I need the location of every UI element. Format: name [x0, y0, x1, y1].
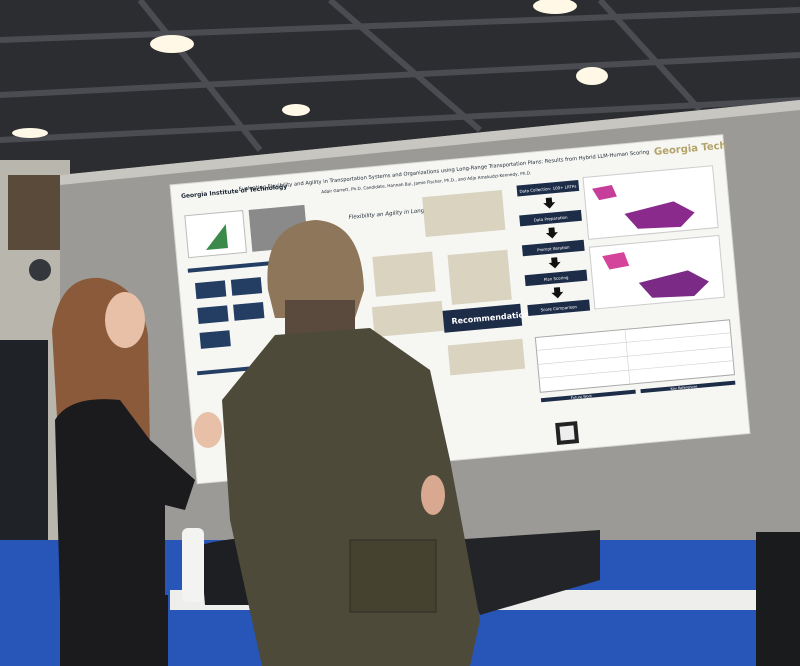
man-hand: [421, 475, 445, 515]
map: [638, 270, 709, 298]
method-box: [521, 239, 585, 257]
method-box: [519, 209, 582, 227]
method-label: Prompt Iteration: [537, 245, 570, 253]
woman-jacket: [55, 399, 195, 600]
recommendations-box: [442, 303, 523, 333]
table-grid: [536, 329, 734, 385]
method-label: Data Collection: 100+ LRTPs: [519, 184, 576, 194]
woman-trousers: [60, 595, 168, 666]
map-inset: [592, 184, 617, 201]
method-box: [524, 269, 588, 287]
window: [8, 175, 60, 250]
method-box: [516, 179, 580, 197]
stand: [756, 532, 800, 666]
sign: [29, 259, 51, 281]
heading-bar: [540, 389, 636, 403]
heading-bar: [640, 380, 736, 394]
tables: [371, 189, 526, 376]
method-label: Data Preparation: [533, 215, 568, 223]
woman-hands: [194, 412, 222, 448]
method-box: [527, 299, 591, 317]
method-arrow: [543, 197, 556, 209]
figure-shape: [206, 224, 228, 251]
methods: Data Collection: 100+ LRTPs Data Preparat…: [516, 179, 591, 317]
bottle: [182, 528, 204, 602]
map-inset: [602, 252, 630, 270]
heading: Future Work: [571, 394, 593, 400]
partition-frame: [60, 100, 800, 185]
map: [624, 201, 695, 229]
man-hair: [267, 220, 364, 318]
figure: [184, 209, 247, 259]
ceiling-beams: [0, 0, 800, 152]
ceiling-lights: [12, 0, 608, 138]
qr-code-inner: [559, 425, 575, 441]
heading: Key References: [670, 385, 697, 391]
map-panel: [588, 234, 725, 310]
background-person: [0, 340, 48, 540]
method-arrow: [545, 227, 558, 239]
man-pocket: [349, 539, 437, 613]
method-label: Score Comparison: [540, 304, 577, 312]
method-arrow: [548, 257, 561, 269]
woman-face: [105, 292, 145, 348]
map-panel: [582, 165, 719, 240]
bag: [450, 530, 600, 615]
method-arrow: [551, 287, 564, 299]
method-label: Plan Scoring: [543, 275, 569, 282]
